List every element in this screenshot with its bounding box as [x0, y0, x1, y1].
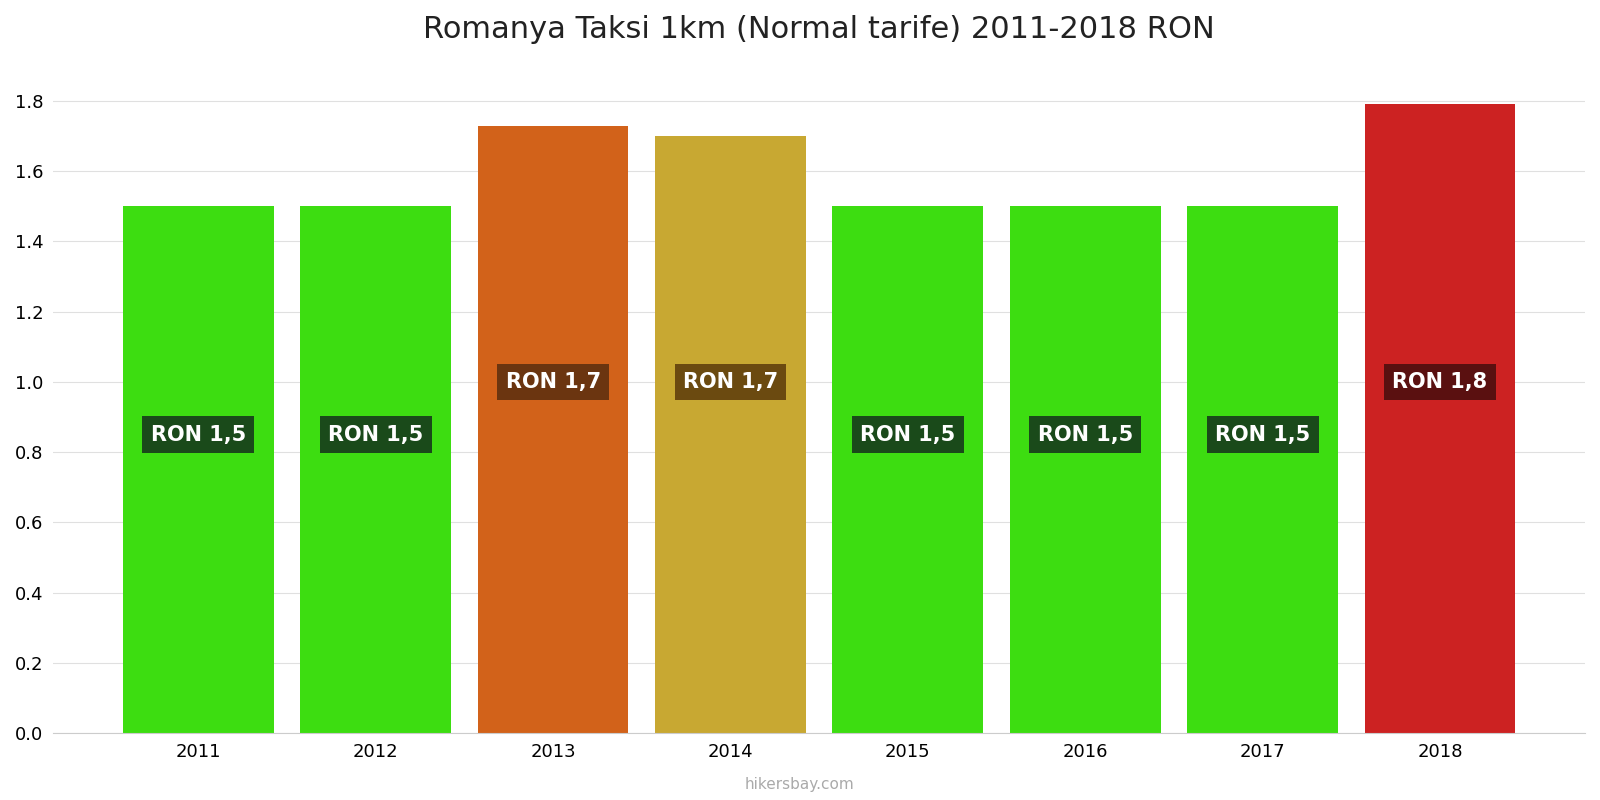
- Text: RON 1,5: RON 1,5: [861, 425, 955, 445]
- Text: RON 1,5: RON 1,5: [328, 425, 424, 445]
- Text: RON 1,8: RON 1,8: [1392, 372, 1488, 392]
- Text: RON 1,5: RON 1,5: [1214, 425, 1310, 445]
- Bar: [1187, 206, 1338, 734]
- Text: RON 1,5: RON 1,5: [1038, 425, 1133, 445]
- Text: RON 1,7: RON 1,7: [506, 372, 600, 392]
- Bar: [1365, 105, 1515, 734]
- Text: RON 1,5: RON 1,5: [150, 425, 246, 445]
- Bar: [832, 206, 984, 734]
- Text: RON 1,7: RON 1,7: [683, 372, 778, 392]
- Bar: [123, 206, 274, 734]
- Text: hikersbay.com: hikersbay.com: [746, 777, 854, 792]
- Bar: [1010, 206, 1160, 734]
- Bar: [301, 206, 451, 734]
- Title: Romanya Taksi 1km (Normal tarife) 2011-2018 RON: Romanya Taksi 1km (Normal tarife) 2011-2…: [424, 15, 1214, 44]
- Bar: [654, 136, 806, 734]
- Bar: [478, 126, 629, 734]
